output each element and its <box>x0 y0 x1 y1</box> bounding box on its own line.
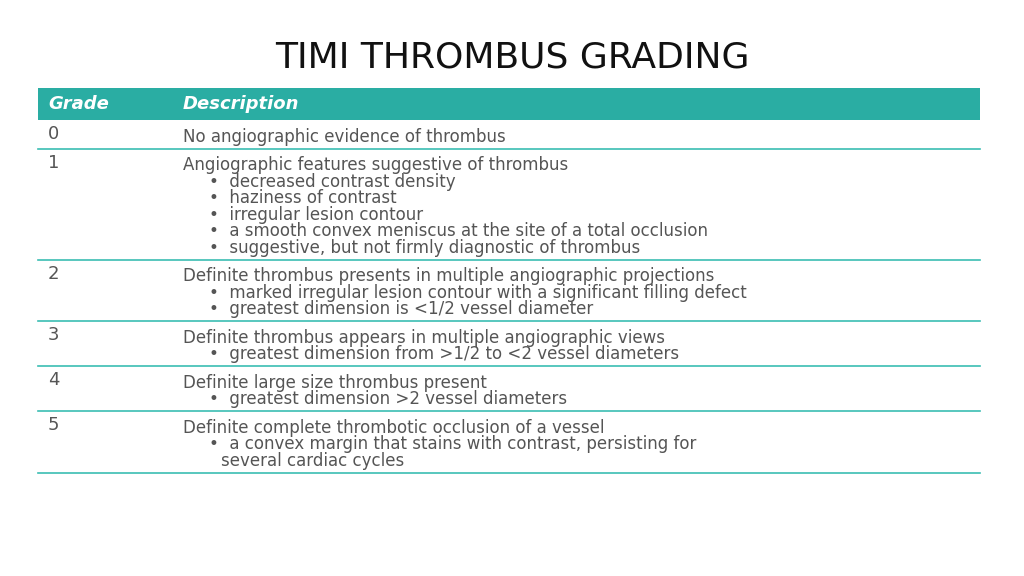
Text: Definite thrombus presents in multiple angiographic projections: Definite thrombus presents in multiple a… <box>183 267 715 286</box>
Text: 2: 2 <box>48 265 59 283</box>
Text: Definite thrombus appears in multiple angiographic views: Definite thrombus appears in multiple an… <box>183 329 665 347</box>
Text: Description: Description <box>183 95 299 113</box>
Text: 0: 0 <box>48 125 59 143</box>
Text: •  haziness of contrast: • haziness of contrast <box>209 190 396 207</box>
Text: 5: 5 <box>48 416 59 434</box>
Text: TIMI THROMBUS GRADING: TIMI THROMBUS GRADING <box>274 40 750 74</box>
Text: several cardiac cycles: several cardiac cycles <box>221 452 404 470</box>
Text: Angiographic features suggestive of thrombus: Angiographic features suggestive of thro… <box>183 157 568 175</box>
Text: 1: 1 <box>48 154 59 172</box>
Text: •  decreased contrast density: • decreased contrast density <box>209 173 456 191</box>
Text: •  a convex margin that stains with contrast, persisting for: • a convex margin that stains with contr… <box>209 435 696 453</box>
Text: Definite complete thrombotic occlusion of a vessel: Definite complete thrombotic occlusion o… <box>183 419 604 437</box>
Text: Grade: Grade <box>48 95 109 113</box>
Text: Definite large size thrombus present: Definite large size thrombus present <box>183 374 486 392</box>
Text: •  a smooth convex meniscus at the site of a total occlusion: • a smooth convex meniscus at the site o… <box>209 222 708 241</box>
Text: 4: 4 <box>48 372 59 389</box>
Text: •  suggestive, but not firmly diagnostic of thrombus: • suggestive, but not firmly diagnostic … <box>209 239 640 257</box>
Text: •  greatest dimension is <1/2 vessel diameter: • greatest dimension is <1/2 vessel diam… <box>209 301 593 319</box>
Text: No angiographic evidence of thrombus: No angiographic evidence of thrombus <box>183 128 506 146</box>
Text: •  greatest dimension from >1/2 to <2 vessel diameters: • greatest dimension from >1/2 to <2 ves… <box>209 346 679 363</box>
Text: •  irregular lesion contour: • irregular lesion contour <box>209 206 423 224</box>
Text: •  greatest dimension >2 vessel diameters: • greatest dimension >2 vessel diameters <box>209 391 567 408</box>
Bar <box>38 88 980 120</box>
Text: •  marked irregular lesion contour with a significant filling defect: • marked irregular lesion contour with a… <box>209 284 746 302</box>
Text: 3: 3 <box>48 326 59 344</box>
